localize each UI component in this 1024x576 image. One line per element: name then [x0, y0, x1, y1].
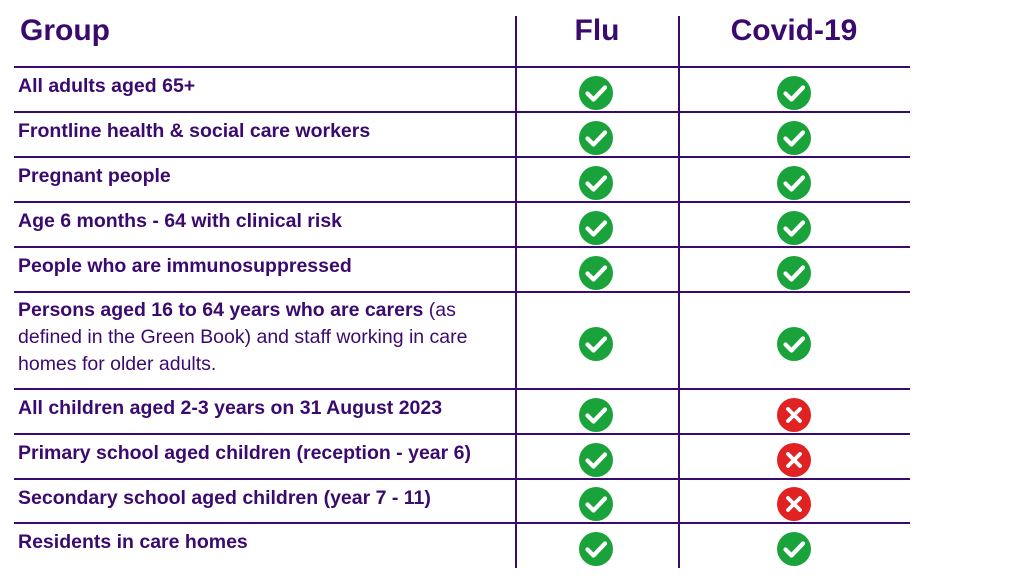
- group-note: (as defined in the Green Book) and staff…: [18, 299, 468, 375]
- check-icon: [578, 486, 614, 522]
- group-name: Pregnant people: [18, 165, 171, 187]
- table-row: Primary school aged children (reception …: [14, 435, 910, 478]
- table-row: All children aged 2-3 years on 31 August…: [14, 390, 910, 433]
- row-group-label: Residents in care homes: [18, 529, 508, 556]
- group-name: Primary school aged children (reception …: [18, 442, 471, 464]
- check-icon: [578, 397, 614, 433]
- cross-icon: [776, 397, 812, 433]
- check-icon: [776, 165, 812, 201]
- table-row: Frontline health & social care workers: [14, 113, 910, 156]
- row-group-label: All adults aged 65+: [18, 73, 508, 100]
- row-divider: [14, 522, 910, 524]
- group-name: Age 6 months - 64 with clinical risk: [18, 210, 343, 232]
- check-icon: [578, 531, 614, 567]
- row-divider: [14, 66, 910, 68]
- group-name: Frontline health & social care workers: [18, 120, 371, 142]
- group-name: People who are immunosuppressed: [18, 255, 352, 277]
- check-icon: [578, 165, 614, 201]
- check-icon: [578, 326, 614, 362]
- row-divider: [14, 433, 910, 435]
- check-icon: [776, 255, 812, 291]
- header-flu: Flu: [574, 14, 620, 47]
- row-divider: [14, 291, 910, 293]
- table-row: Age 6 months - 64 with clinical risk: [14, 203, 910, 246]
- check-icon: [578, 442, 614, 478]
- row-divider: [14, 478, 910, 480]
- group-name: Secondary school aged children (year 7 -…: [18, 487, 431, 509]
- row-divider: [14, 388, 910, 390]
- table-row: Secondary school aged children (year 7 -…: [14, 480, 910, 522]
- check-icon: [776, 120, 812, 156]
- table-row: Persons aged 16 to 64 years who are care…: [14, 293, 910, 388]
- check-icon: [578, 255, 614, 291]
- check-icon: [776, 326, 812, 362]
- table-row: People who are immunosuppressed: [14, 248, 910, 291]
- row-group-label: Pregnant people: [18, 163, 508, 190]
- row-divider: [14, 156, 910, 158]
- row-group-label: Age 6 months - 64 with clinical risk: [18, 208, 508, 235]
- check-icon: [578, 210, 614, 246]
- row-group-label: Primary school aged children (reception …: [18, 440, 508, 467]
- row-group-label: People who are immunosuppressed: [18, 253, 508, 280]
- row-divider: [14, 246, 910, 248]
- check-icon: [776, 210, 812, 246]
- table-row: Residents in care homes: [14, 524, 910, 568]
- table-row: All adults aged 65+: [14, 68, 910, 111]
- row-group-label: Frontline health & social care workers: [18, 118, 508, 145]
- group-name: Residents in care homes: [18, 531, 248, 553]
- group-name: All adults aged 65+: [18, 75, 196, 97]
- row-divider: [14, 111, 910, 113]
- row-group-label: Persons aged 16 to 64 years who are care…: [18, 297, 508, 378]
- header-covid: Covid-19: [730, 14, 858, 47]
- row-divider: [14, 201, 910, 203]
- header-group: Group: [20, 14, 110, 47]
- cross-icon: [776, 486, 812, 522]
- row-group-label: All children aged 2-3 years on 31 August…: [18, 395, 508, 422]
- check-icon: [776, 75, 812, 111]
- eligibility-table: Group Flu Covid-19 All adults aged 65+ Fr…: [14, 0, 910, 576]
- table-row: Pregnant people: [14, 158, 910, 201]
- check-icon: [578, 120, 614, 156]
- group-name: Persons aged 16 to 64 years who are care…: [18, 299, 424, 321]
- group-name: All children aged 2-3 years on 31 August…: [18, 397, 443, 419]
- check-icon: [776, 531, 812, 567]
- check-icon: [578, 75, 614, 111]
- cross-icon: [776, 442, 812, 478]
- row-group-label: Secondary school aged children (year 7 -…: [18, 485, 508, 512]
